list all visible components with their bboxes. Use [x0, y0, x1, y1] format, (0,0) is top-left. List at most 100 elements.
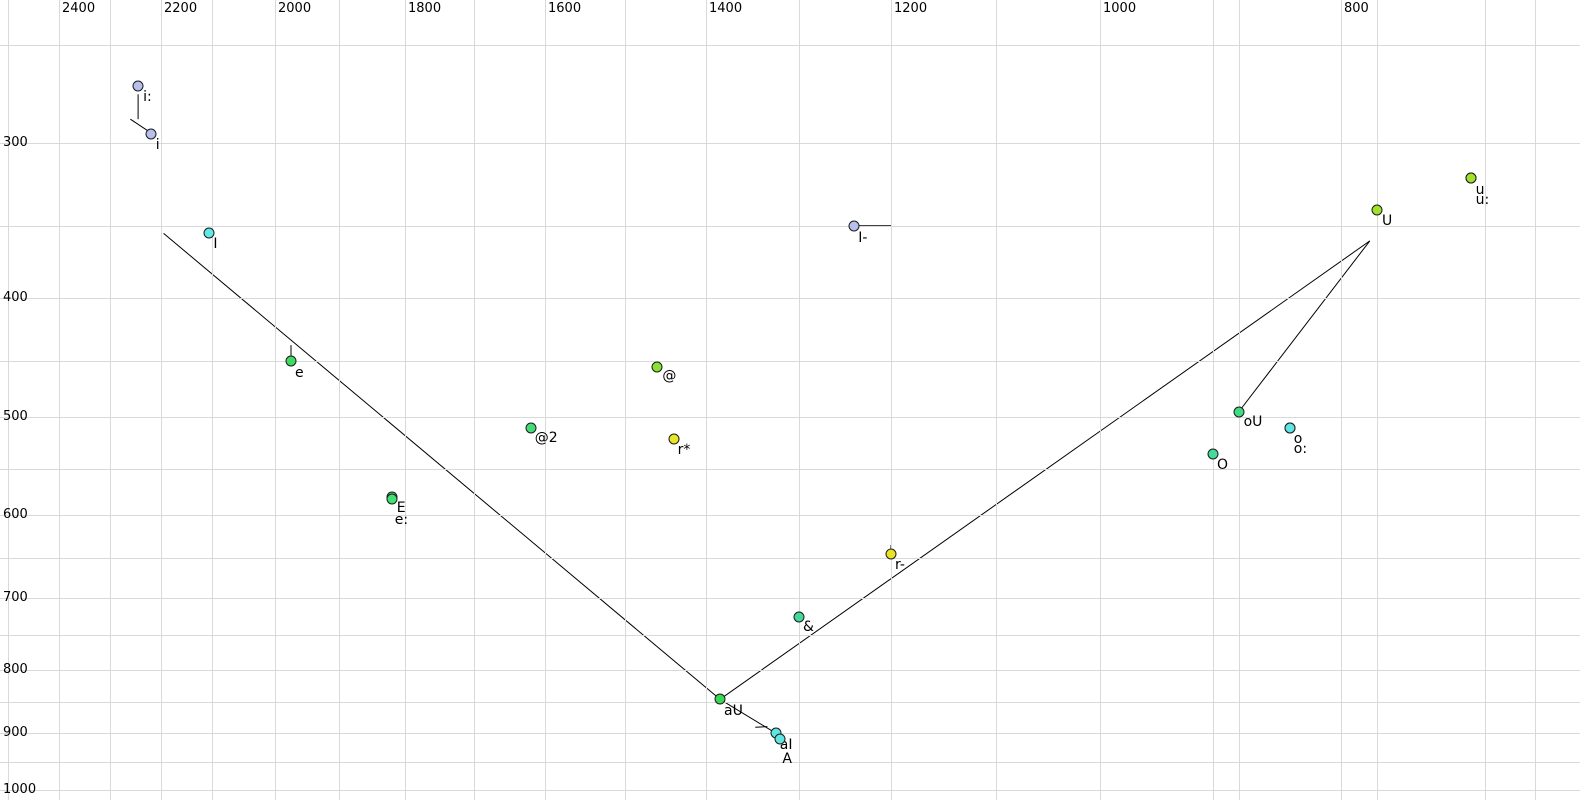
- y-gridline: [0, 143, 1580, 144]
- y-gridline: [0, 733, 1580, 734]
- segment-ai-tick: [755, 726, 768, 728]
- y-gridline: [0, 670, 1580, 671]
- vowel-label: o:: [1293, 441, 1308, 458]
- x-gridline: [996, 0, 997, 800]
- y-axis-tick-label: 900: [3, 725, 28, 740]
- y-axis-tick-label: 600: [3, 507, 28, 522]
- y-gridline: [0, 635, 1580, 636]
- vowel-label: o: [1293, 431, 1303, 448]
- x-gridline: [161, 0, 162, 800]
- x-gridline: [8, 0, 9, 800]
- y-gridline: [0, 790, 1580, 791]
- vowel-label: U: [1382, 213, 1393, 230]
- y-gridline: [0, 469, 1580, 470]
- vowel-label: A: [782, 751, 792, 768]
- x-gridline: [891, 0, 892, 800]
- vowel-point[interactable]: [774, 733, 786, 745]
- vowel-point[interactable]: [1371, 204, 1383, 216]
- x-axis-tick-label: 2000: [278, 1, 312, 16]
- segment-back-diagonal: [719, 240, 1371, 700]
- y-gridline: [0, 361, 1580, 362]
- vowel-label: e:: [394, 512, 409, 528]
- y-gridline: [0, 598, 1580, 599]
- vowel-label: u:: [1475, 191, 1490, 208]
- x-gridline: [275, 0, 276, 800]
- x-gridline: [799, 0, 800, 800]
- vowel-point[interactable]: [668, 433, 680, 444]
- vowel-label: aU: [724, 703, 743, 720]
- segment-au-to-ai: [719, 698, 777, 734]
- vowel-point[interactable]: [714, 693, 726, 705]
- vowel-point[interactable]: [203, 227, 215, 239]
- y-gridline: [0, 45, 1580, 46]
- y-gridline: [0, 558, 1580, 559]
- vowel-label: u: [1475, 181, 1485, 198]
- vowel-point[interactable]: [1465, 172, 1477, 184]
- x-gridline: [1213, 0, 1214, 800]
- segment-front-diagonal: [163, 233, 721, 700]
- x-gridline: [1485, 0, 1486, 800]
- vowel-label: r-: [895, 557, 905, 574]
- vowel-point[interactable]: [885, 548, 897, 560]
- vowel-point[interactable]: [1284, 422, 1296, 434]
- x-axis-tick-label: 1600: [548, 1, 582, 16]
- x-minor-gridline: [1239, 0, 1240, 800]
- vowel-label: E: [396, 500, 406, 517]
- y-gridline: [0, 515, 1580, 516]
- y-gridline: [0, 702, 1580, 703]
- x-gridline: [706, 0, 707, 800]
- x-minor-gridline: [1535, 0, 1536, 800]
- vowel-point[interactable]: [285, 355, 297, 367]
- vowel-point[interactable]: [1207, 448, 1219, 460]
- x-gridline: [405, 0, 406, 800]
- x-gridline: [545, 0, 546, 800]
- vowel-label: @2: [534, 430, 558, 447]
- y-axis-tick-label: 700: [3, 590, 28, 605]
- x-gridline: [474, 0, 475, 800]
- vowel-point[interactable]: [651, 361, 663, 373]
- x-axis-tick-label: 800: [1344, 1, 1369, 16]
- x-axis-tick-label: 1000: [1103, 1, 1137, 16]
- vowel-label: i:: [143, 89, 152, 106]
- vowel-point[interactable]: [793, 611, 805, 623]
- x-gridline: [110, 0, 111, 800]
- vowel-point[interactable]: [525, 422, 537, 434]
- vowel-label: i: [155, 137, 160, 153]
- x-axis-tick-label: 1800: [408, 1, 442, 16]
- x-gridline: [59, 0, 60, 800]
- y-gridline: [0, 417, 1580, 418]
- y-gridline: [0, 762, 1580, 763]
- y-axis-tick-label: 400: [3, 290, 28, 305]
- x-axis-tick-label: 2200: [164, 1, 198, 16]
- vowel-point[interactable]: [132, 80, 144, 92]
- x-gridline: [339, 0, 340, 800]
- x-gridline: [1100, 0, 1101, 800]
- y-axis-tick-label: 300: [3, 135, 28, 150]
- vowel-point[interactable]: [1233, 406, 1245, 418]
- vowel-point[interactable]: [145, 128, 157, 140]
- vowel-label: e: [295, 364, 304, 381]
- vowel-label: I-: [858, 229, 868, 246]
- y-gridline: [0, 226, 1580, 227]
- y-axis-tick-label: 800: [3, 662, 28, 677]
- vowel-point[interactable]: [848, 220, 860, 232]
- vowel-label: @: [662, 367, 677, 384]
- x-gridline: [1341, 0, 1342, 800]
- x-gridline: [212, 0, 213, 800]
- vowel-label: O: [1217, 456, 1229, 473]
- vowel-point[interactable]: [386, 493, 398, 505]
- x-axis-tick-label: 1400: [709, 1, 743, 16]
- x-axis-tick-label: 1200: [894, 1, 928, 16]
- y-axis-tick-label: 500: [3, 409, 28, 424]
- vowel-label: &: [803, 619, 814, 635]
- y-gridline: [0, 298, 1580, 299]
- x-axis-tick-label: 2400: [62, 1, 96, 16]
- x-minor-gridline: [1377, 0, 1378, 800]
- vowel-label: r*: [677, 441, 691, 458]
- y-axis-tick-label: 1000: [3, 782, 37, 797]
- vowel-label: oU: [1243, 414, 1263, 430]
- segment-u-to-ou-branch: [1238, 240, 1371, 413]
- vowel-label: I: [213, 236, 218, 253]
